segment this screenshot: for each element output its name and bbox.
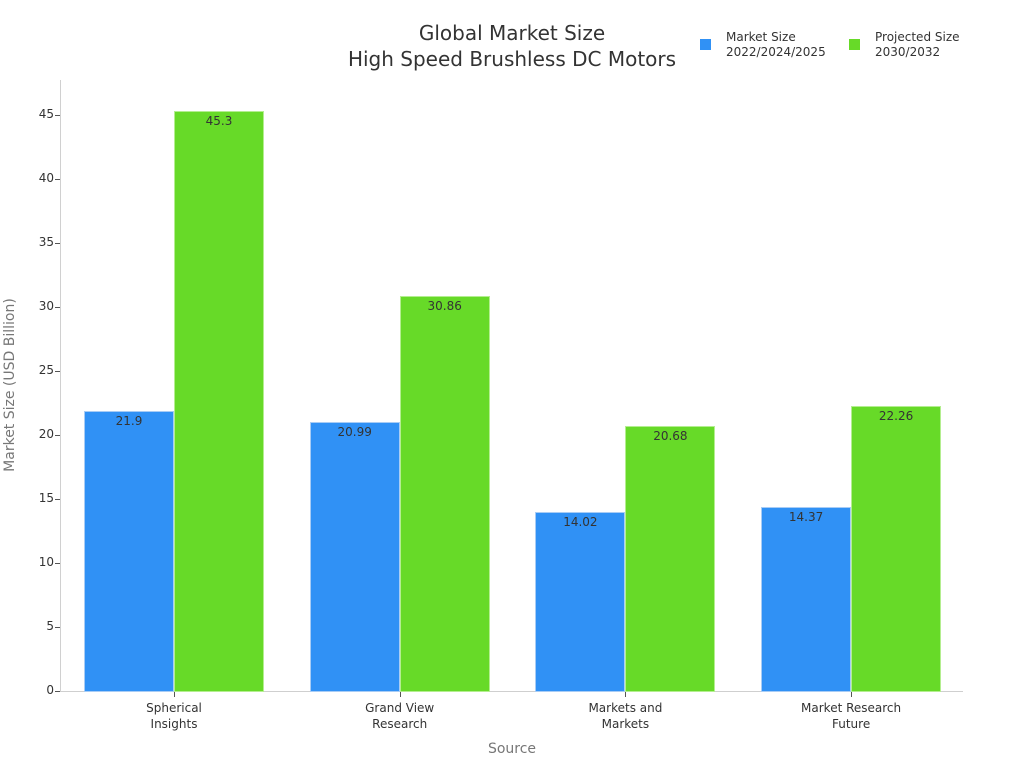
bar-value-label: 45.3 bbox=[205, 114, 233, 129]
bar-projected-size bbox=[399, 295, 490, 692]
bar-value-label: 21.9 bbox=[115, 413, 143, 428]
x-axis-line bbox=[60, 691, 963, 692]
x-tick-label: Spherical Insights bbox=[146, 701, 202, 731]
x-axis-title: Source bbox=[487, 741, 537, 757]
y-tick-mark bbox=[55, 243, 60, 244]
x-tick-label: Grand View Research bbox=[365, 701, 435, 731]
y-tick-label: 15 bbox=[38, 491, 54, 505]
y-tick-mark bbox=[55, 307, 60, 308]
y-tick-mark bbox=[55, 627, 60, 628]
y-axis-line bbox=[60, 80, 61, 692]
y-tick-label: 5 bbox=[46, 619, 54, 633]
legend-swatch-blue-icon bbox=[700, 39, 711, 50]
y-tick-label: 10 bbox=[38, 555, 54, 569]
bar-value-label: 20.99 bbox=[337, 425, 372, 440]
chart-subtitle: High Speed Brushless DC Motors bbox=[347, 47, 677, 71]
y-tick-label: 35 bbox=[38, 235, 54, 249]
y-tick-mark bbox=[55, 115, 60, 116]
bar-market-size bbox=[535, 511, 626, 692]
y-tick-mark bbox=[55, 371, 60, 372]
y-tick-label: 40 bbox=[38, 171, 54, 185]
y-tick-mark bbox=[55, 435, 60, 436]
y-tick-label: 0 bbox=[46, 683, 54, 697]
bar-projected-size bbox=[851, 406, 942, 692]
y-tick-label: 30 bbox=[38, 299, 54, 313]
x-tick-mark bbox=[851, 692, 853, 697]
y-tick-mark bbox=[55, 563, 60, 564]
legend-label: Market Size 2022/2024/2025 bbox=[726, 30, 826, 59]
bar-market-size bbox=[309, 422, 400, 692]
chart-title: Global Market Size bbox=[418, 21, 606, 45]
bar-value-label: 14.37 bbox=[788, 510, 824, 525]
legend-item-market-size: Market Size 2022/2024/2025 bbox=[700, 30, 826, 60]
bar-market-size bbox=[84, 410, 174, 692]
y-tick-label: 25 bbox=[38, 363, 54, 377]
x-tick-label: Market Research Future bbox=[801, 701, 902, 731]
bar-market-size bbox=[761, 507, 852, 692]
legend-item-projected-size: Projected Size 2030/2032 bbox=[849, 30, 960, 60]
bar-value-label: 22.26 bbox=[878, 409, 914, 424]
bar-projected-size bbox=[174, 111, 264, 692]
y-tick-mark bbox=[55, 691, 60, 692]
x-tick-mark bbox=[625, 692, 627, 697]
y-tick-label: 20 bbox=[38, 427, 54, 441]
bar-value-label: 30.86 bbox=[427, 298, 462, 313]
legend-label: Projected Size 2030/2032 bbox=[875, 30, 960, 59]
y-tick-label: 45 bbox=[38, 107, 54, 121]
bar-value-label: 20.68 bbox=[653, 429, 688, 444]
y-tick-mark bbox=[55, 179, 60, 180]
bar-projected-size bbox=[625, 426, 716, 692]
x-tick-mark bbox=[399, 692, 401, 697]
y-tick-mark bbox=[55, 499, 60, 500]
legend-swatch-green-icon bbox=[849, 39, 860, 50]
x-tick-mark bbox=[174, 692, 175, 697]
bar-value-label: 14.02 bbox=[563, 514, 598, 529]
x-tick-label: Markets and Markets bbox=[588, 701, 663, 731]
